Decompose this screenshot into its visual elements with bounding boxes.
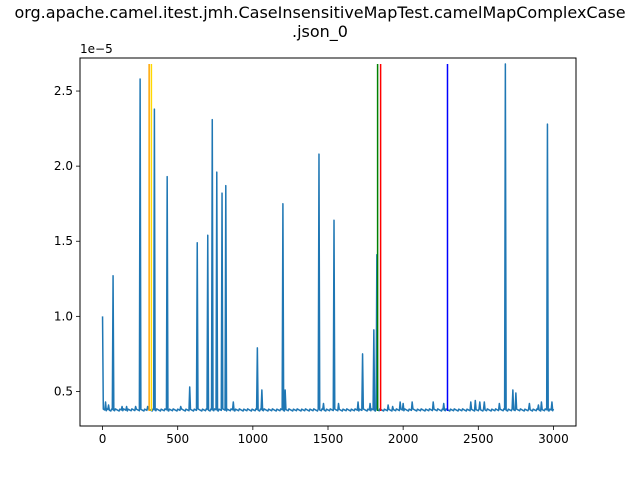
series-line-0	[101, 63, 555, 412]
y-axis-multiplier: 1e−5	[80, 42, 113, 56]
y-tick-label-1: 1.0	[54, 309, 73, 323]
chart-title: org.apache.camel.itest.jmh.CaseInsensiti…	[0, 3, 640, 41]
x-tick-label-3: 1500	[313, 432, 344, 446]
x-tick-label-1: 500	[166, 432, 189, 446]
y-tick-label-3: 2.0	[54, 159, 73, 173]
y-tick-label-4: 2.5	[54, 84, 73, 98]
plot-content	[101, 63, 555, 412]
chart-title-line-1: org.apache.camel.itest.jmh.CaseInsensiti…	[14, 3, 626, 22]
y-tick-label-0: 0.5	[54, 384, 73, 398]
x-tick-label-2: 1000	[238, 432, 269, 446]
y-tick-label-2: 1.5	[54, 234, 73, 248]
chart-title-line-2: .json_0	[292, 22, 348, 41]
x-tick-label-6: 3000	[538, 432, 569, 446]
x-axis: 0 500 1000 1500 2000 2500 3000	[99, 426, 569, 446]
x-tick-label-5: 2500	[463, 432, 494, 446]
x-tick-label-0: 0	[99, 432, 107, 446]
x-tick-label-4: 2000	[388, 432, 419, 446]
y-axis: 0.5 1.0 1.5 2.0 2.5	[54, 84, 80, 398]
